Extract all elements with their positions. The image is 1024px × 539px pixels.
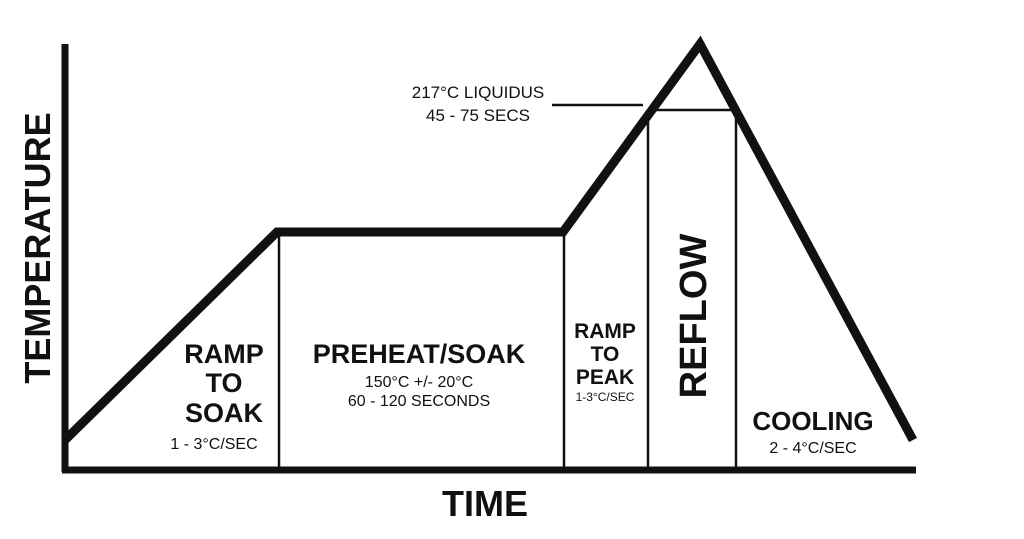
reflow-title: REFLOW: [673, 234, 715, 399]
ramp-to-soak-title-line2: TO: [205, 368, 242, 398]
ramp-to-soak-title-line3: SOAK: [185, 398, 264, 428]
cooling-rate: 2 - 4°C/SEC: [769, 440, 856, 457]
preheat-soak-temp: 150°C +/- 20°C: [365, 374, 473, 391]
ramp-to-peak-rate: 1-3°C/SEC: [576, 390, 635, 404]
ramp-to-soak-rate: 1 - 3°C/SEC: [170, 436, 257, 453]
ramp-to-soak-title-line1: RAMP: [184, 339, 264, 369]
y-axis-label: TEMPERATURE: [17, 112, 58, 383]
liquidus-label-line2: 45 - 75 SECS: [426, 106, 530, 125]
x-axis-label: TIME: [442, 483, 528, 524]
temperature-profile-curve: [61, 35, 917, 444]
preheat-soak-title: PREHEAT/SOAK: [313, 339, 526, 369]
ramp-to-peak-title-line3: PEAK: [576, 366, 634, 389]
ramp-to-peak-title-line1: RAMP: [574, 320, 636, 343]
cooling-title: COOLING: [752, 406, 873, 436]
liquidus-label-line1: 217°C LIQUIDUS: [412, 83, 544, 102]
preheat-soak-duration: 60 - 120 SECONDS: [348, 393, 490, 410]
ramp-to-peak-title-line2: TO: [591, 343, 620, 366]
